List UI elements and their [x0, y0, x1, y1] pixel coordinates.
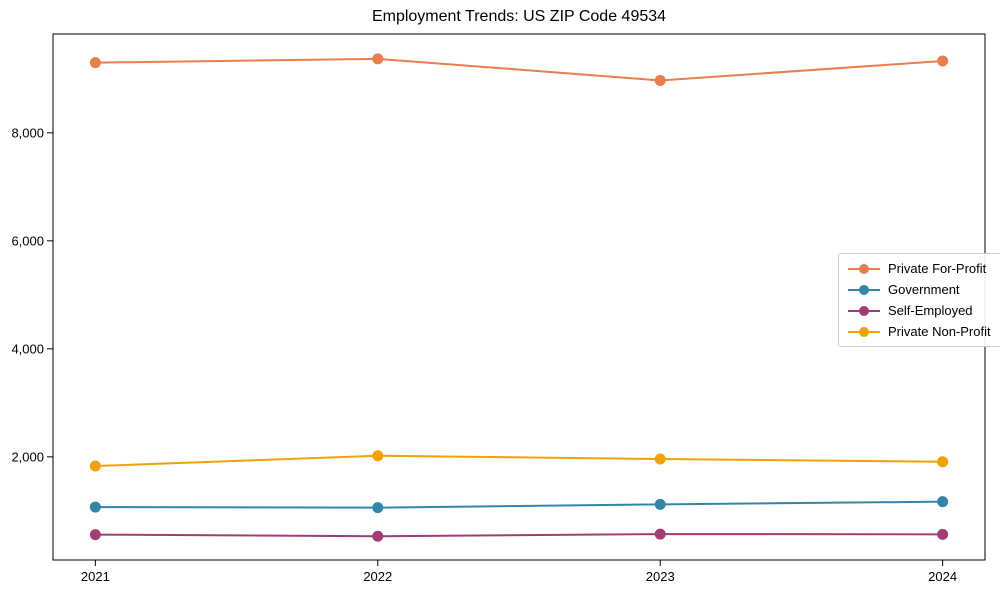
legend-label-self-employed: Self-Employed: [888, 303, 973, 318]
series-line-government: [94, 500, 944, 509]
series-line-private-for-profit: [94, 57, 944, 82]
series-marker-self-employed: [372, 530, 384, 542]
legend-swatch-self-employed: [848, 305, 880, 316]
series-marker-private-non-profit: [937, 456, 949, 468]
legend-label-government: Government: [888, 282, 960, 297]
series-marker-government: [372, 502, 384, 514]
legend-marker-icon: [859, 326, 869, 337]
series-marker-private-for-profit: [654, 74, 666, 86]
x-tick-label: 2024: [928, 569, 957, 584]
y-tick-label: 8,000: [11, 125, 44, 140]
series-marker-self-employed: [654, 528, 666, 540]
legend-item-private-for-profit: Private For-Profit: [848, 260, 991, 277]
legend-item-self-employed: Self-Employed: [848, 302, 991, 319]
series-line-self-employed: [94, 533, 944, 538]
series-marker-private-for-profit: [89, 57, 101, 69]
chart-title: Employment Trends: US ZIP Code 49534: [371, 8, 667, 25]
x-tick-label: 2022: [363, 569, 392, 584]
x-tick-label: 2023: [646, 569, 675, 584]
legend-item-government: Government: [848, 281, 991, 298]
legend-label-private-non-profit: Private Non-Profit: [888, 324, 991, 339]
series-line-private-non-profit: [94, 454, 944, 468]
series-marker-private-for-profit: [372, 53, 384, 65]
series-marker-self-employed: [937, 528, 949, 540]
series-marker-self-employed: [89, 529, 101, 541]
series-marker-private-non-profit: [654, 453, 666, 465]
series-marker-government: [89, 501, 101, 513]
legend-label-private-for-profit: Private For-Profit: [888, 261, 987, 276]
legend: Private For-Profit Government Self-Employe…: [838, 253, 1000, 347]
legend-marker-icon: [859, 284, 869, 295]
series-marker-private-non-profit: [89, 460, 101, 472]
series-marker-private-non-profit: [372, 450, 384, 462]
y-tick-label: 2,000: [11, 449, 44, 464]
legend-swatch-government: [848, 284, 880, 295]
legend-swatch-private-for-profit: [848, 263, 880, 274]
legend-marker-icon: [859, 305, 869, 316]
series-marker-government: [937, 496, 949, 508]
series-marker-private-for-profit: [937, 55, 949, 67]
legend-marker-icon: [859, 263, 869, 274]
y-tick-label: 6,000: [11, 233, 44, 248]
legend-item-private-non-profit: Private Non-Profit: [848, 323, 991, 340]
y-tick-label: 4,000: [11, 341, 44, 356]
x-tick-label: 2021: [81, 569, 110, 584]
legend-swatch-private-non-profit: [848, 326, 880, 337]
series-marker-government: [654, 498, 666, 510]
